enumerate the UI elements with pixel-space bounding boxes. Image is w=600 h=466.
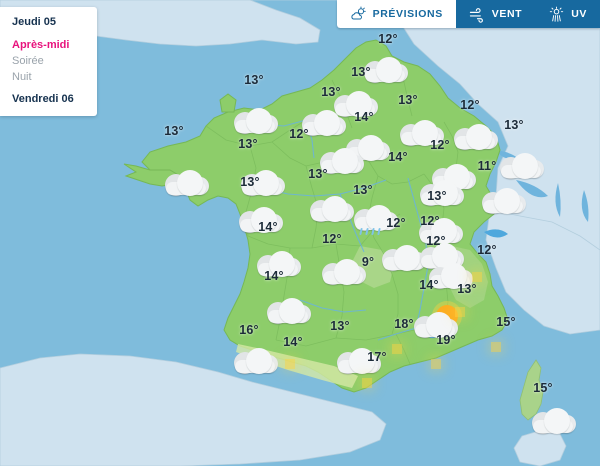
tab-previsions[interactable]: PRÉVISIONS [336, 0, 456, 28]
tab-vent[interactable]: VENT [456, 0, 535, 28]
temperature-label: 14° [258, 220, 278, 234]
temperature-label: 12° [289, 127, 309, 141]
temperature-label: 14° [264, 269, 284, 283]
temperature-label: 15° [533, 381, 553, 395]
temperature-label: 14° [419, 278, 439, 292]
day-selector-panel[interactable]: Jeudi 05 Après-midi Soirée Nuit Vendredi… [0, 7, 97, 116]
temperature-label: 12° [386, 216, 406, 230]
day-current-label[interactable]: Jeudi 05 [12, 16, 57, 28]
time-slot-soiree[interactable]: Soirée [12, 55, 44, 67]
temperature-label: 13° [164, 124, 184, 138]
temperature-label: 13° [308, 167, 328, 181]
temperature-label: 14° [388, 150, 408, 164]
temperature-label: 13° [240, 175, 260, 189]
temperature-label: 14° [283, 335, 303, 349]
time-slot-nuit[interactable]: Nuit [12, 71, 32, 83]
temperature-label: 16° [239, 323, 259, 337]
temperature-label: 13° [504, 118, 524, 132]
temperature-label: 13° [321, 85, 341, 99]
map-layer-toolbar[interactable]: PRÉVISIONS VENT [336, 0, 600, 28]
sun-cloud-icon [351, 6, 366, 20]
temperature-label: 9° [361, 255, 375, 269]
temperature-label: 13° [353, 183, 373, 197]
temperature-label: 13° [238, 137, 258, 151]
temperature-label: 13° [244, 73, 264, 87]
temperature-label: 13° [330, 319, 350, 333]
temperature-label: 11° [477, 159, 497, 173]
time-slot-list: Après-midi Soirée Nuit [12, 37, 85, 85]
temperature-label: 17° [367, 350, 387, 364]
temperature-label: 14° [354, 110, 374, 124]
temperature-label: 12° [420, 214, 440, 228]
temperature-label: 19° [436, 333, 456, 347]
time-slot-apres-midi[interactable]: Après-midi [12, 39, 70, 51]
day-next-label[interactable]: Vendredi 06 [12, 93, 74, 105]
temperature-label: 12° [322, 232, 342, 246]
temperature-label: 12° [477, 243, 497, 257]
temperature-label: 18° [394, 317, 414, 331]
temperature-label: 12° [460, 98, 480, 112]
wind-icon [469, 7, 483, 23]
temperature-label: 12° [378, 32, 398, 46]
tab-uv[interactable]: UV [535, 0, 600, 28]
uv-sun-icon [550, 6, 564, 22]
temperature-label: 13° [398, 93, 418, 107]
temperature-label: 13° [457, 282, 477, 296]
temperature-label: 13° [427, 189, 447, 203]
temperature-label: 12° [426, 234, 446, 248]
temperature-label: 12° [430, 138, 450, 152]
temperature-label: 13° [351, 65, 371, 79]
tab-previsions-label: PRÉVISIONS [372, 7, 443, 20]
tab-uv-label: UV [571, 7, 587, 20]
temperature-label: 15° [496, 315, 516, 329]
tab-vent-label: VENT [491, 7, 523, 20]
